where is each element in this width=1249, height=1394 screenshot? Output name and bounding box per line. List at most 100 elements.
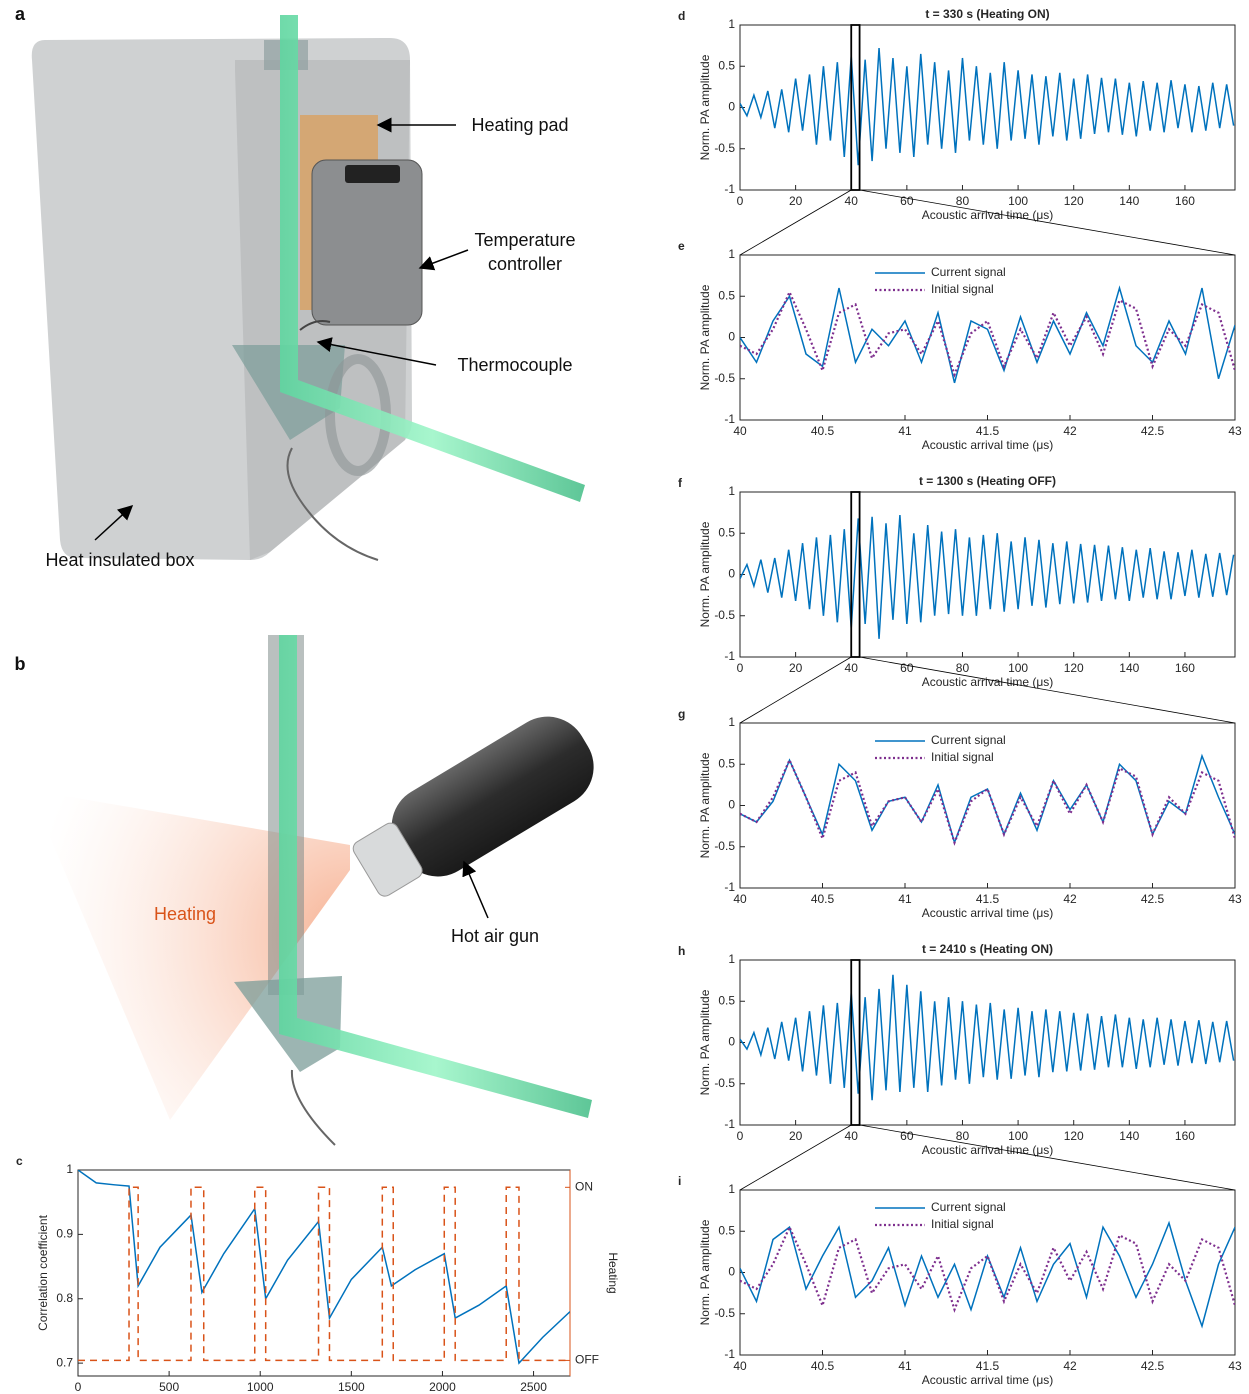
y-tick-label: -0.5 bbox=[714, 839, 735, 853]
plot-area bbox=[739, 722, 1236, 889]
y-tick-label: 1 bbox=[728, 17, 735, 31]
x-axis-label: Acoustic arrival time (μs) bbox=[922, 1373, 1054, 1387]
x-tick-label: 41.5 bbox=[976, 1359, 1000, 1373]
gun-nozzle bbox=[352, 822, 423, 897]
series-line bbox=[740, 285, 1235, 384]
zoom-connector bbox=[859, 656, 1236, 724]
x-tick-label: 160 bbox=[1175, 194, 1195, 208]
x-tick-label: 40.5 bbox=[811, 424, 835, 438]
x-tick-label: 1500 bbox=[338, 1380, 365, 1394]
y-tick-label: -1 bbox=[724, 182, 735, 196]
y2-tick-label: OFF bbox=[575, 1353, 599, 1367]
y-tick-label: 0.8 bbox=[56, 1291, 73, 1305]
x-tick-label: 43 bbox=[1228, 892, 1242, 906]
y-axis-label: Norm. PA amplitude bbox=[698, 752, 712, 858]
y-tick-label: 0.5 bbox=[718, 58, 735, 72]
y-tick-label: -0.5 bbox=[714, 1306, 735, 1320]
x-tick-label: 40 bbox=[733, 424, 747, 438]
arrow bbox=[316, 337, 437, 366]
zoom-connector bbox=[859, 1124, 1236, 1191]
panel-label: h bbox=[678, 944, 685, 958]
x-tick-label: 120 bbox=[1064, 1129, 1084, 1143]
zoom-connector bbox=[739, 1124, 852, 1191]
y-tick-label: 1 bbox=[728, 715, 735, 729]
x-tick-label: 41.5 bbox=[976, 424, 1000, 438]
panel-label: b bbox=[14, 654, 26, 674]
zoom-connector bbox=[859, 189, 1236, 256]
panel-label: e bbox=[678, 239, 685, 253]
x-tick-label: 43 bbox=[1228, 424, 1242, 438]
panel-label: c bbox=[16, 1154, 23, 1168]
y-axis-label: Norm. PA amplitude bbox=[698, 54, 712, 160]
y-tick-label: 0.5 bbox=[718, 288, 735, 302]
series-line bbox=[740, 757, 1235, 846]
x-axis-label: Acoustic arrival time (μs) bbox=[922, 675, 1054, 689]
x-axis-label: Acoustic arrival time (μs) bbox=[922, 208, 1054, 222]
plot-area bbox=[739, 254, 1236, 421]
arrow bbox=[462, 860, 489, 919]
series-line bbox=[740, 974, 1235, 1101]
y-axis-label: Norm. PA amplitude bbox=[698, 284, 712, 390]
x-tick-label: 1000 bbox=[247, 1380, 274, 1394]
x-tick-label: 140 bbox=[1119, 661, 1139, 675]
legend-label: Current signal bbox=[931, 1200, 1006, 1214]
y-tick-label: 1 bbox=[728, 247, 735, 261]
temperature-controller bbox=[311, 159, 423, 326]
x-tick-label: 80 bbox=[956, 661, 970, 675]
gun-body bbox=[391, 716, 594, 877]
x-tick-label: 41 bbox=[898, 424, 912, 438]
label-hot-air-gun: Hot air gun bbox=[450, 926, 540, 946]
y-tick-label: 0 bbox=[728, 1265, 735, 1279]
plot-area bbox=[739, 1189, 1236, 1356]
y2-axis-label: Heating bbox=[606, 1252, 620, 1293]
x-tick-label: 42 bbox=[1063, 424, 1077, 438]
arrow bbox=[94, 504, 134, 541]
zoom-window bbox=[850, 959, 861, 1126]
x-axis-label: Acoustic arrival time (μs) bbox=[922, 1143, 1054, 1157]
x-tick-label: 500 bbox=[159, 1380, 179, 1394]
legend-label: Initial signal bbox=[931, 1217, 994, 1231]
zoom-connector bbox=[739, 656, 852, 724]
x-tick-label: 2000 bbox=[429, 1380, 456, 1394]
y-axis-label: Norm. PA amplitude bbox=[698, 521, 712, 627]
thermocouple-lead bbox=[299, 320, 331, 331]
y-tick-label: -0.5 bbox=[714, 371, 735, 385]
x-tick-label: 41 bbox=[898, 892, 912, 906]
label-heating: Heating bbox=[153, 904, 217, 924]
x-tick-label: 0 bbox=[737, 661, 744, 675]
y-tick-label: 0.5 bbox=[718, 993, 735, 1007]
x-tick-label: 2500 bbox=[520, 1380, 547, 1394]
hot-air-gun bbox=[352, 716, 594, 897]
x-tick-label: 0 bbox=[737, 1129, 744, 1143]
x-tick-label: 0 bbox=[75, 1380, 82, 1394]
panel-label: g bbox=[678, 707, 685, 721]
y-tick-label: 1 bbox=[728, 1182, 735, 1196]
y-axis-label: Norm. PA amplitude bbox=[698, 989, 712, 1095]
series-line bbox=[740, 289, 1235, 378]
x-tick-label: 41.5 bbox=[976, 892, 1000, 906]
legend-label: Current signal bbox=[931, 265, 1006, 279]
x-tick-label: 140 bbox=[1119, 1129, 1139, 1143]
y-tick-label: 0 bbox=[728, 567, 735, 581]
x-tick-label: 42 bbox=[1063, 1359, 1077, 1373]
x-tick-label: 40 bbox=[845, 194, 859, 208]
x-tick-label: 40.5 bbox=[811, 892, 835, 906]
x-axis-label: Acoustic arrival time (μs) bbox=[922, 438, 1054, 452]
x-tick-label: 41 bbox=[898, 1359, 912, 1373]
y-tick-label: -0.5 bbox=[714, 141, 735, 155]
x-tick-label: 20 bbox=[789, 194, 803, 208]
series-line bbox=[740, 48, 1235, 166]
legend-label: Current signal bbox=[931, 733, 1006, 747]
y-tick-label: 0 bbox=[728, 330, 735, 344]
y-tick-label: 1 bbox=[728, 952, 735, 966]
panel-label: a bbox=[14, 4, 25, 24]
x-tick-label: 60 bbox=[900, 1129, 914, 1143]
x-tick-label: 20 bbox=[789, 661, 803, 675]
y-tick-label: -1 bbox=[724, 1117, 735, 1131]
y-tick-label: -0.5 bbox=[714, 1076, 735, 1090]
x-tick-label: 100 bbox=[1008, 1129, 1028, 1143]
label-temperature-controller: Temperature controller bbox=[474, 230, 576, 274]
x-tick-label: 40.5 bbox=[811, 1359, 835, 1373]
x-tick-label: 160 bbox=[1175, 1129, 1195, 1143]
